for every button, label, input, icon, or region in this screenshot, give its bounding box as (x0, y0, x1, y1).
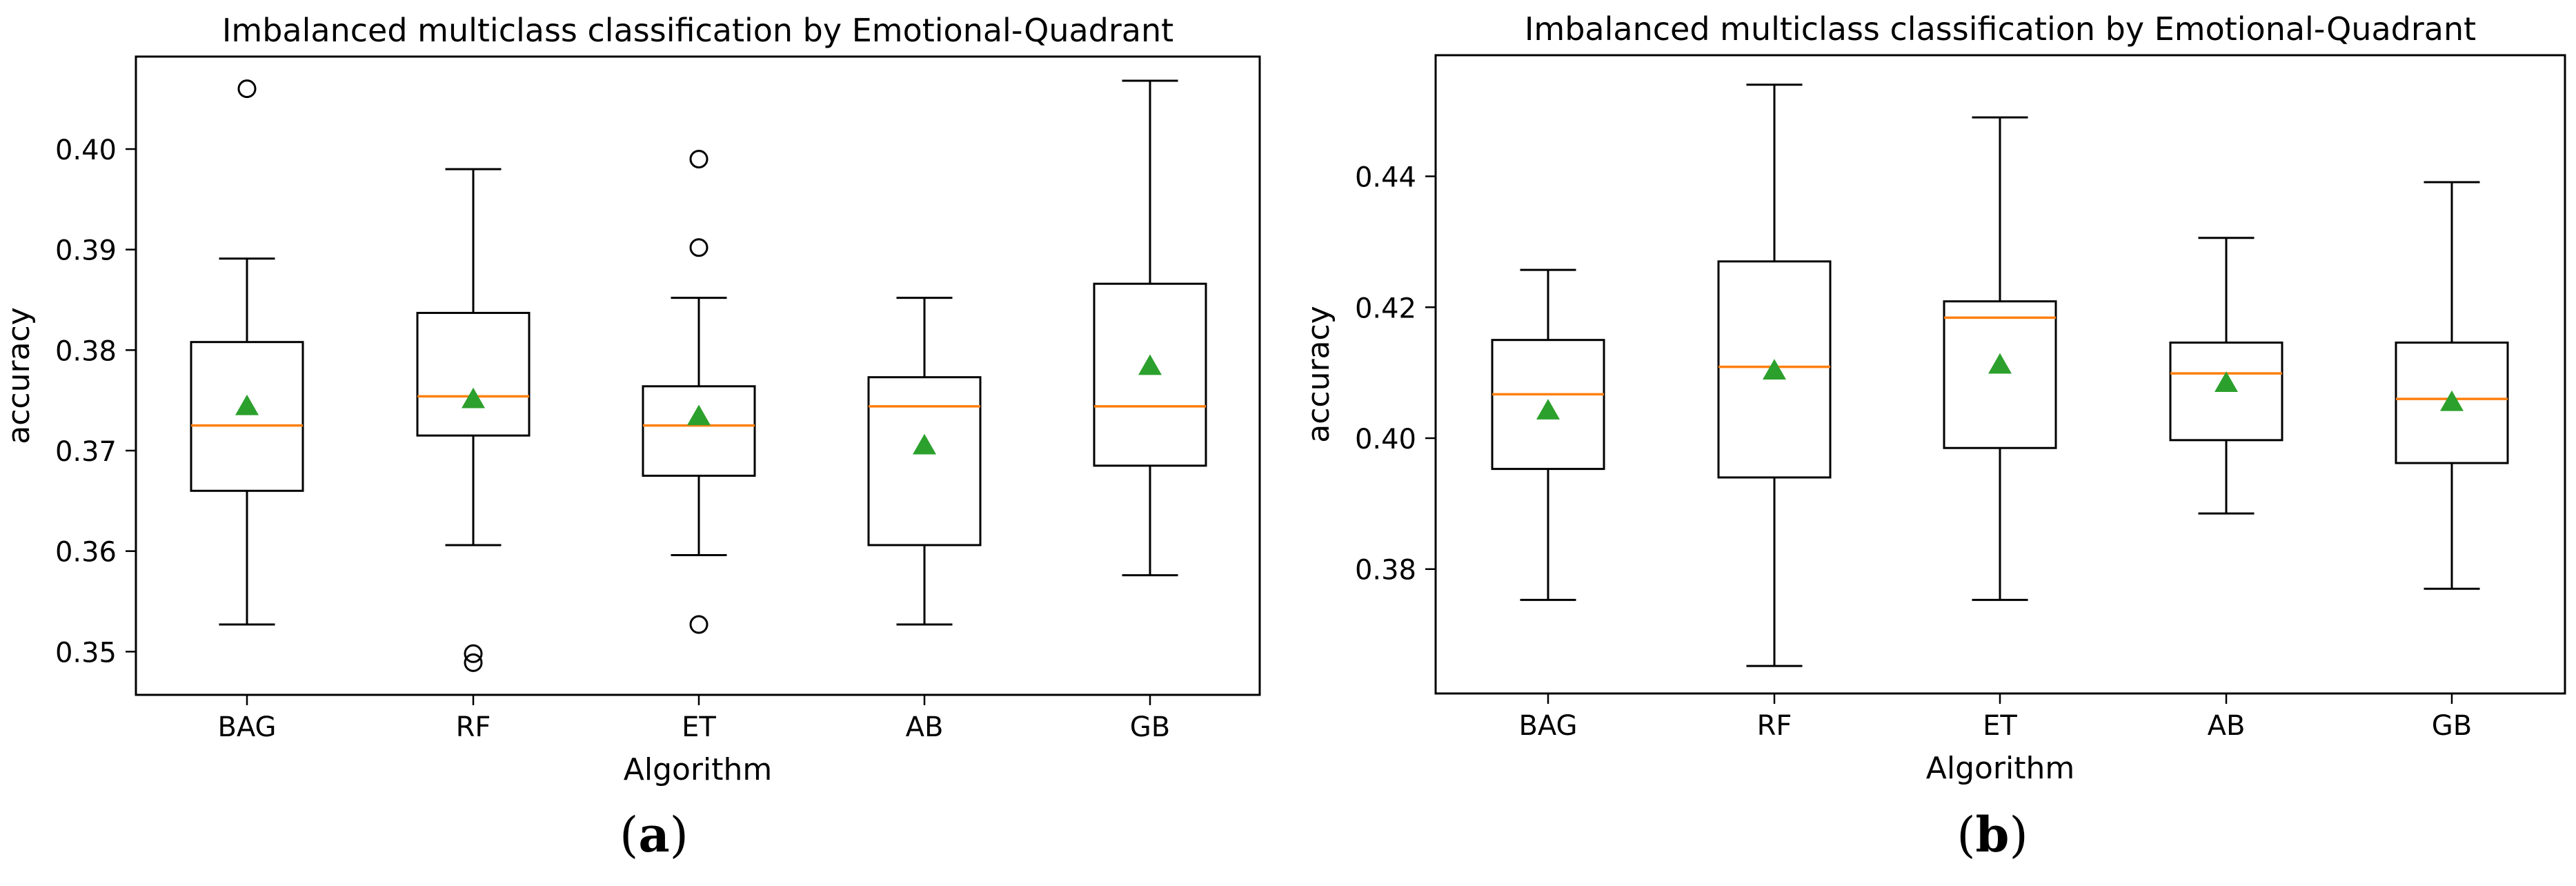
box-ab (867, 297, 982, 626)
y-tick-label: 0.40 (55, 135, 117, 166)
outlier-point (689, 150, 709, 169)
outlier-point (464, 644, 483, 663)
iqr-box (1491, 339, 1605, 471)
mean-marker (1138, 354, 1162, 375)
mean-marker (2440, 390, 2464, 411)
x-tick-label: ET (682, 711, 716, 743)
iqr-box (2169, 341, 2283, 442)
iqr-box (1717, 260, 1832, 479)
iqr-box (867, 376, 982, 547)
y-axis-label: accuracy (1301, 306, 1336, 443)
y-tick-label: 0.38 (1355, 555, 1416, 587)
mean-marker (913, 433, 936, 455)
plot-area (135, 55, 1261, 696)
y-tick-label: 0.35 (55, 637, 117, 669)
mean-marker (1763, 359, 1786, 380)
chart-panel-a: Imbalanced multiclass classification by … (1, 12, 1261, 787)
iqr-box (1943, 300, 2057, 449)
y-tick-label: 0.40 (1355, 424, 1416, 455)
y-tick-label: 0.37 (55, 436, 117, 468)
y-tick-label: 0.38 (55, 335, 117, 367)
y-tick-label: 0.39 (55, 235, 117, 267)
mean-marker (235, 394, 259, 415)
plot-area (1434, 54, 2566, 695)
x-tick-label: ET (1983, 710, 2017, 742)
box-rf (1717, 83, 1832, 667)
box-et (642, 150, 756, 634)
chart-panel-b: Imbalanced multiclass classification by … (1301, 10, 2566, 786)
chart-title: Imbalanced multiclass classification by … (1525, 10, 2476, 48)
iqr-box (1093, 282, 1207, 467)
box-gb (1093, 79, 1207, 577)
x-axis-label: Algorithm (1926, 751, 2075, 786)
box-et (1943, 116, 2057, 601)
x-tick-label: RF (1757, 710, 1792, 742)
outlier-point (464, 653, 483, 672)
chart-title: Imbalanced multiclass classification by … (222, 12, 1173, 49)
x-tick-label: RF (456, 711, 491, 743)
iqr-box (190, 341, 304, 492)
box-bag (1491, 268, 1605, 601)
y-tick-label: 0.42 (1355, 293, 1416, 324)
x-tick-label: AB (2208, 710, 2246, 742)
iqr-box (2395, 341, 2509, 464)
mean-marker (2215, 371, 2238, 393)
y-tick-label: 0.44 (1355, 162, 1416, 194)
x-tick-label: BAG (1518, 710, 1577, 742)
box-bag (190, 79, 304, 626)
mean-marker (462, 387, 485, 408)
x-tick-label: GB (2432, 710, 2472, 742)
y-axis-label: accuracy (1, 307, 37, 444)
mean-marker (687, 404, 711, 426)
box-gb (2395, 181, 2509, 590)
x-tick-label: AB (906, 711, 944, 743)
panel-label-a: (a) (620, 806, 688, 863)
box-rf (416, 168, 531, 672)
mean-marker (1988, 353, 2012, 374)
iqr-box (642, 385, 756, 477)
mean-marker (1536, 399, 1560, 420)
outlier-point (689, 238, 709, 257)
x-tick-label: GB (1130, 711, 1170, 743)
box-ab (2169, 237, 2283, 515)
iqr-box (416, 311, 531, 437)
x-axis-label: Algorithm (624, 752, 773, 787)
outlier-point (237, 79, 257, 99)
y-tick-label: 0.36 (55, 537, 117, 569)
outlier-point (689, 615, 709, 634)
panel-label-b: (b) (1956, 806, 2028, 863)
x-tick-label: BAG (217, 711, 276, 743)
